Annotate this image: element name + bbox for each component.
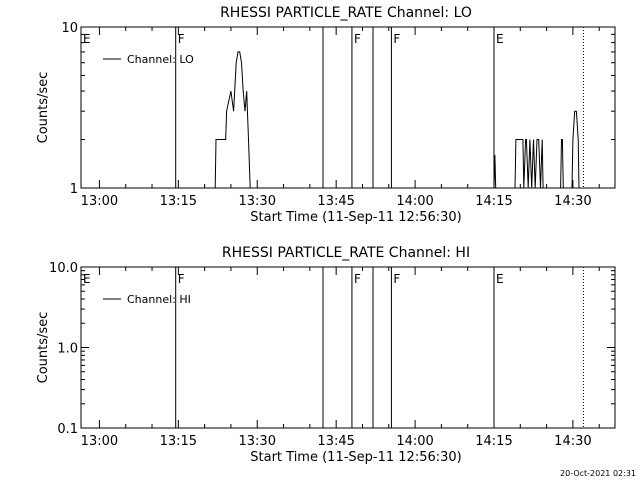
x-tick-label: 14:15: [475, 194, 512, 209]
annotation-label: E: [496, 32, 504, 46]
y-tick-label: 10.0: [49, 261, 78, 276]
y-tick-label: 1.0: [57, 342, 78, 357]
x-axis-label: Start Time (11-Sep-11 12:56:30): [250, 210, 461, 225]
annotation-label: F: [178, 272, 185, 286]
y-axis-label: Counts/sec: [36, 72, 51, 144]
x-tick-label: 13:00: [81, 194, 118, 209]
x-tick-label: 14:15: [475, 434, 512, 449]
y-tick-label: 10: [61, 21, 78, 36]
legend-label: Channel: LO: [127, 53, 194, 66]
y-tick-label: 1: [70, 182, 78, 197]
plot-frame: [80, 266, 616, 429]
x-axis-label: Start Time (11-Sep-11 12:56:30): [250, 450, 461, 465]
y-tick-label: 0.1: [57, 422, 78, 437]
y-axis-label: Counts/sec: [36, 312, 51, 384]
annotation-label: F: [178, 32, 185, 46]
annotation-label: E: [496, 272, 504, 286]
x-tick-label: 13:45: [317, 434, 354, 449]
chart-title: RHESSI PARTICLE_RATE Channel: LO: [220, 5, 472, 21]
annotation-label: F: [393, 272, 400, 286]
x-tick-label: 13:45: [317, 194, 354, 209]
legend-label: Channel: HI: [127, 293, 191, 306]
x-tick-label: 13:15: [160, 434, 197, 449]
plot-frame: [80, 26, 616, 189]
annotation-label: F: [354, 272, 361, 286]
x-tick-label: 13:00: [81, 434, 118, 449]
x-tick-label: 14:30: [554, 434, 591, 449]
chart-title: RHESSI PARTICLE_RATE Channel: HI: [222, 245, 470, 261]
annotation-label: F: [354, 32, 361, 46]
chart-panel-2: RHESSI PARTICLE_RATE Channel: HI 0.1 1.0 10…: [36, 245, 616, 465]
generation-timestamp: 20-Oct-2021 02:31: [560, 469, 636, 478]
x-tick-label: 13:30: [239, 434, 276, 449]
annotation-label: E: [83, 32, 91, 46]
x-tick-label: 14:00: [396, 434, 433, 449]
x-tick-label: 13:15: [160, 194, 197, 209]
annotation-label: F: [393, 32, 400, 46]
x-tick-label: 14:30: [554, 194, 591, 209]
chart-panel-1: RHESSI PARTICLE_RATE Channel: LO 1 10 Count…: [36, 5, 616, 225]
series-line: [214, 51, 580, 189]
annotation-label: E: [83, 272, 91, 286]
x-tick-label: 13:30: [239, 194, 276, 209]
x-tick-label: 14:00: [396, 194, 433, 209]
